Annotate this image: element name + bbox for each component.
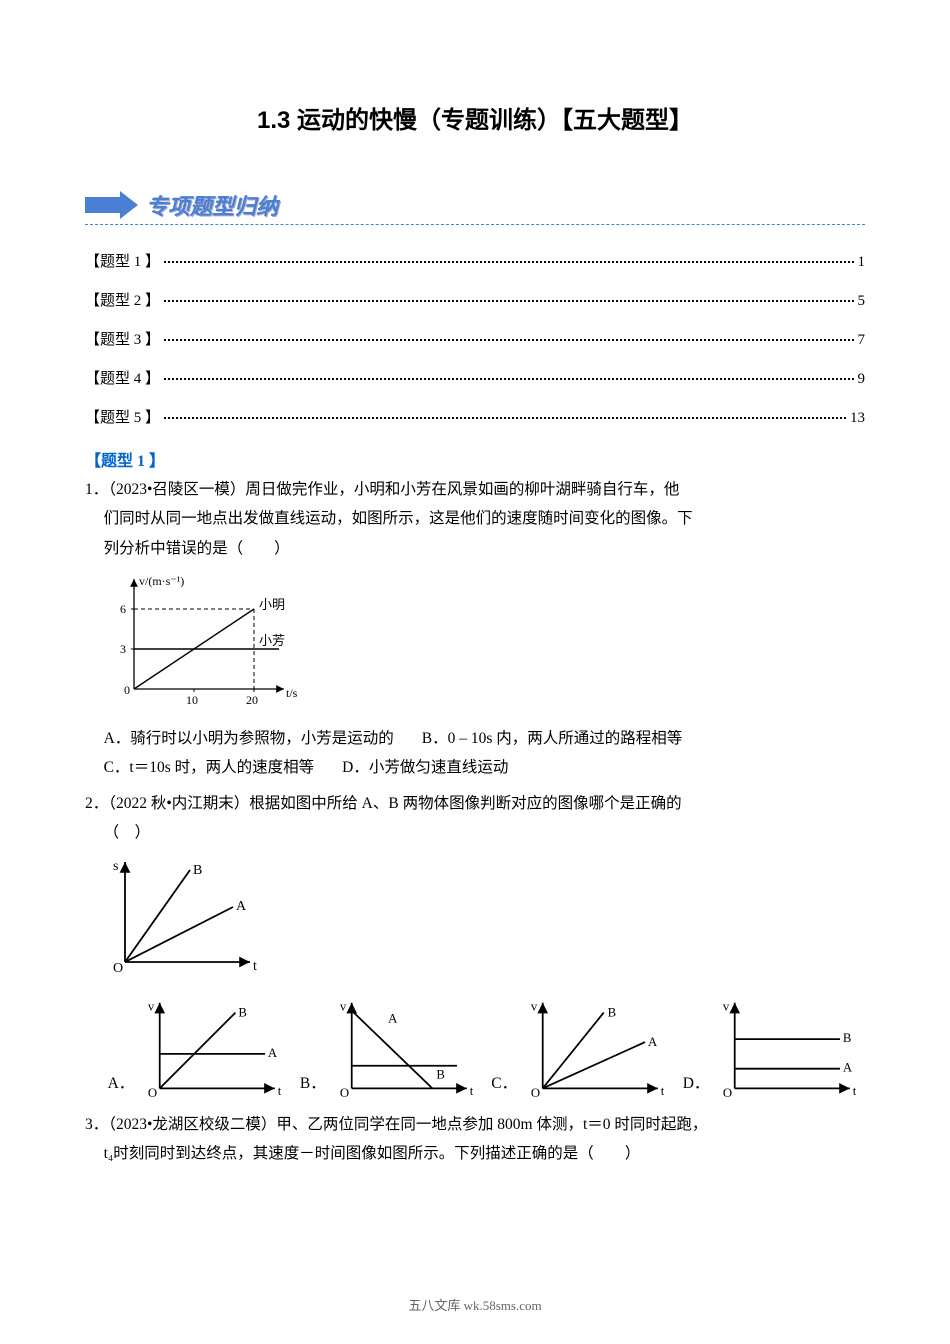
question-1: 1．（2023•召陵区一模）周日做完作业，小明和小芳在风景如画的柳叶湖畔骑自行车… [85,475,865,783]
q2-opt-b-label: B． [300,1069,326,1098]
q3-line2: t₄时刻同时到达终点，其速度－时间图像如图所示。下列描述正确的是（ ） [85,1139,865,1168]
svg-text:A: A [236,899,247,914]
topic-1-heading: 【题型 1 】 [85,447,865,471]
q1-line3: 列分析中错误的是（ ） [85,534,865,563]
svg-text:v: v [148,1000,155,1014]
svg-text:6: 6 [120,602,126,616]
svg-text:t: t [253,959,257,974]
svg-text:t: t [278,1084,282,1098]
svg-text:B: B [239,1005,248,1019]
q2-main-graph: O t s B A [105,852,865,992]
svg-text:t: t [661,1084,665,1098]
svg-text:3: 3 [120,642,126,656]
svg-text:B: B [843,1031,852,1045]
q2-opt-d-label: D． [683,1069,710,1098]
toc-row: 【题型 5 】 13 [85,406,865,427]
q2-opt-b-graph: O t v A B [334,994,482,1104]
toc-page: 13 [850,410,865,427]
svg-text:B: B [608,1005,617,1019]
q2-opt-a-label: A． [108,1069,135,1098]
toc-leader [164,417,846,419]
svg-text:t/s: t/s [286,686,298,700]
q1-choices-2: C．t＝10s 时，两人的速度相等 D．小芳做匀速直线运动 [85,753,865,782]
svg-text:O: O [531,1086,540,1100]
q1-line2: 们同时从同一地点出发做直线运动，如图所示，这是他们的速度随时间变化的图像。下 [85,504,865,533]
page-title: 1.3 运动的快慢（专题训练）【五大题型】 [85,100,865,135]
svg-text:t: t [853,1084,857,1098]
q2-opt-d-graph: O t v B A [717,994,865,1104]
svg-text:O: O [340,1086,349,1100]
svg-text:10: 10 [186,693,198,707]
svg-text:O: O [148,1086,157,1100]
svg-text:A: A [843,1061,853,1075]
toc-leader [164,339,853,341]
svg-text:B: B [436,1067,445,1081]
q2-line1: 2．（2022 秋•内江期末）根据如图中所给 A、B 两物体图像判断对应的图像哪… [85,789,865,818]
toc-row: 【题型 2 】 5 [85,289,865,310]
toc-leader [164,378,853,380]
svg-text:O: O [113,961,123,976]
toc-row: 【题型 4 】 9 [85,367,865,388]
q1-choice-c: C．t＝10s 时，两人的速度相等 [104,753,315,782]
q1-choice-a: A．骑行时以小明为参照物，小芳是运动的 [104,724,394,753]
svg-text:0: 0 [124,683,130,697]
svg-text:小芳: 小芳 [259,633,285,648]
svg-text:20: 20 [246,693,258,707]
svg-text:v/(m·s⁻¹): v/(m·s⁻¹) [139,574,184,588]
page-footer: 五八文库 wk.58sms.com [0,1295,950,1314]
toc-page: 1 [858,254,866,271]
q2-line2: （ ） [85,818,865,847]
svg-text:v: v [531,1000,538,1014]
section-header: 专项题型归纳 [85,185,865,225]
q2-opt-a-graph: O t v B A [142,994,290,1104]
q1-choices: A．骑行时以小明为参照物，小芳是运动的 B．0 – 10s 内，两人所通过的路程… [85,724,865,753]
svg-text:B: B [193,863,202,878]
svg-text:A: A [268,1046,278,1060]
toc-page: 7 [858,332,866,349]
svg-text:v: v [723,1000,730,1014]
svg-text:t: t [469,1084,473,1098]
toc-label: 【题型 2 】 [85,289,160,310]
svg-text:v: v [340,1000,347,1014]
q2-options-row: A． O t v B A B． O t v A B C． [85,994,865,1104]
toc-page: 5 [858,293,866,310]
toc-leader [164,261,853,263]
toc-label: 【题型 3 】 [85,328,160,349]
question-3: 3．（2023•龙湖区校级二模）甲、乙两位同学在同一地点参加 800m 体测，t… [85,1110,865,1169]
q2-opt-c-label: C． [491,1069,517,1098]
table-of-contents: 【题型 1 】 1 【题型 2 】 5 【题型 3 】 7 【题型 4 】 9 … [85,250,865,427]
toc-label: 【题型 1 】 [85,250,160,271]
toc-label: 【题型 5 】 [85,406,160,427]
arrow-icon [85,191,138,219]
q3-line1: 3．（2023•龙湖区校级二模）甲、乙两位同学在同一地点参加 800m 体测，t… [85,1110,865,1139]
q1-line1: 1．（2023•召陵区一模）周日做完作业，小明和小芳在风景如画的柳叶湖畔骑自行车… [85,475,865,504]
q1-choice-b: B．0 – 10s 内，两人所通过的路程相等 [422,724,683,753]
svg-text:小明: 小明 [259,597,285,612]
toc-label: 【题型 4 】 [85,367,160,388]
q2-opt-c-graph: O t v B A [525,994,673,1104]
svg-text:O: O [723,1086,732,1100]
svg-text:A: A [388,1011,398,1025]
section-label: 专项题型归纳 [146,189,278,221]
q1-vt-chart: 0 3 6 10 20 小明 小芳 v/(m·s⁻¹) t/s [104,569,865,719]
toc-leader [164,300,853,302]
svg-text:A: A [648,1035,658,1049]
toc-row: 【题型 1 】 1 [85,250,865,271]
toc-page: 9 [858,371,866,388]
svg-text:s: s [113,859,118,874]
toc-row: 【题型 3 】 7 [85,328,865,349]
q1-choice-d: D．小芳做匀速直线运动 [342,753,508,782]
question-2: 2．（2022 秋•内江期末）根据如图中所给 A、B 两物体图像判断对应的图像哪… [85,789,865,1104]
